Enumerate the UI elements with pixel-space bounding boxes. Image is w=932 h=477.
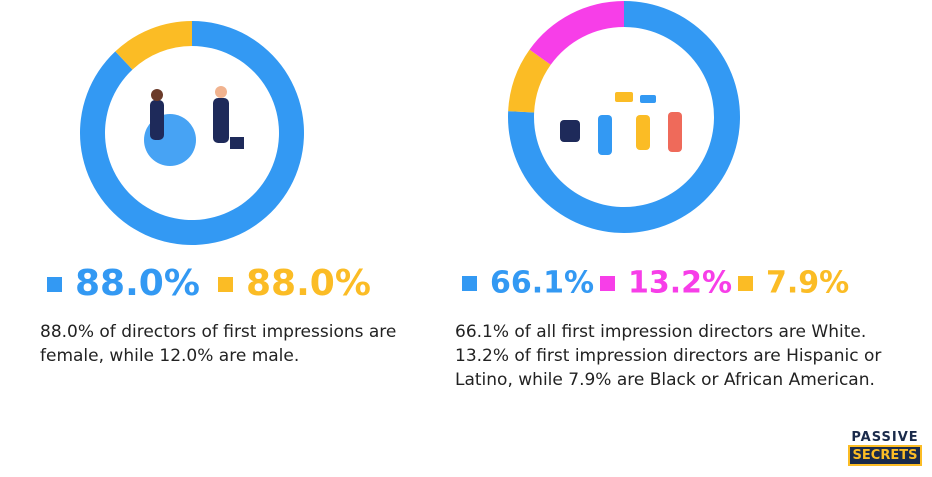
illustration-left [144,86,244,166]
caption: 66.1% of all first impression directors … [455,322,882,390]
legend-swatch [47,277,62,292]
donut-segment [115,21,192,70]
legend-swatch [600,276,615,291]
logo-bottom: SECRETS [848,445,922,466]
logo: PASSIVE SECRETS [848,430,922,466]
legend-label: 13.2% [628,266,732,301]
donut-segment [508,49,551,113]
donut-segment [529,1,624,65]
illustration-right [560,92,682,155]
caption: 88.0% of directors of first impressions … [40,322,397,366]
legend-label: 66.1% [490,266,594,301]
legend-label: 88.0% [246,263,371,304]
legend-swatch [738,276,753,291]
legend-swatch [218,277,233,292]
legend-label: 7.9% [766,266,849,301]
legend-label: 88.0% [75,263,200,304]
legend-swatch [462,276,477,291]
logo-top: PASSIVE [851,430,919,445]
